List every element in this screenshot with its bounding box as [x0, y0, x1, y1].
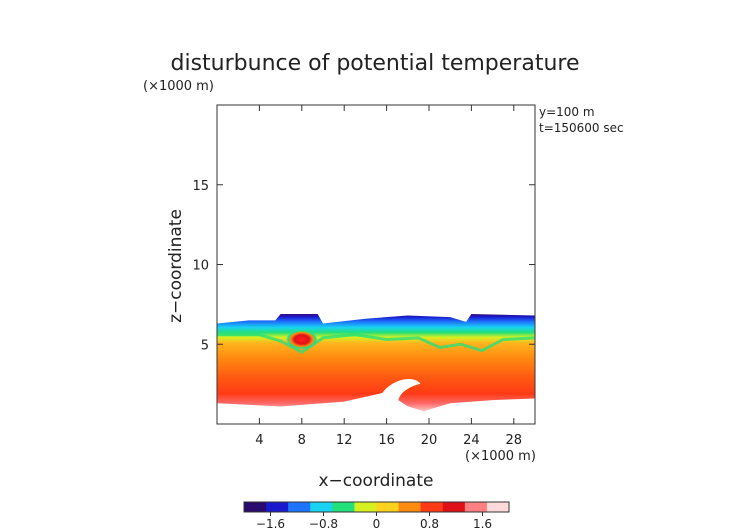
colorbar-tick-label: 0: [373, 517, 381, 531]
colorbar-swatch: [376, 502, 400, 512]
colorbar-swatch: [288, 502, 311, 512]
y-tick-label: 5: [201, 338, 209, 353]
x-tick-label: 4: [255, 433, 263, 448]
colorbar-tick-label: 0.8: [420, 517, 439, 531]
warm-anomaly: [285, 329, 318, 350]
x-tick-label: 8: [298, 433, 306, 448]
x-tick-label: 28: [506, 433, 523, 448]
x-tick-label: 16: [378, 433, 395, 448]
x-unit: (×1000 m): [465, 449, 536, 464]
y-axis-label: z−coordinate: [166, 209, 186, 323]
y-tick-label: 10: [192, 259, 209, 274]
temperature-field: [217, 313, 535, 420]
colorbar-tick-label: −1.6: [256, 517, 285, 531]
annotation-t: t=150600 sec: [539, 121, 624, 135]
colorbar-swatch: [420, 502, 444, 512]
colorbar-tick-label: 1.6: [473, 517, 492, 531]
y-axis: 5 10 15: [192, 179, 535, 353]
x-tick-label: 12: [336, 433, 353, 448]
chart-title: disturbunce of potential temperature: [171, 51, 580, 76]
colorbar-swatch: [354, 502, 377, 512]
colorbar-swatch: [332, 502, 355, 512]
cold-intrusion: [376, 378, 423, 420]
x-axis-label: x−coordinate: [319, 471, 434, 491]
title-unit: (×1000 m): [143, 79, 214, 94]
annotation-y: y=100 m: [539, 105, 595, 119]
colorbar-swatch: [310, 502, 333, 512]
x-tick-label: 24: [463, 433, 480, 448]
colorbar-swatch: [464, 502, 488, 512]
colorbar-swatch: [266, 502, 289, 512]
colorbar: −1.6 −0.8 0 0.8 1.6: [243, 501, 510, 531]
y-tick-label: 15: [192, 179, 209, 194]
colorbar-swatch: [398, 502, 422, 512]
colorbar-tick-label: −0.8: [309, 517, 338, 531]
colorbar-swatch: [244, 502, 267, 512]
colorbar-swatch: [442, 502, 466, 512]
x-axis: 4 8 12 16 20 24 28: [255, 105, 522, 448]
field-body: [217, 313, 535, 412]
colorbar-swatch: [486, 502, 510, 512]
green-contour-band: [217, 333, 535, 354]
x-tick-label: 20: [421, 433, 438, 448]
